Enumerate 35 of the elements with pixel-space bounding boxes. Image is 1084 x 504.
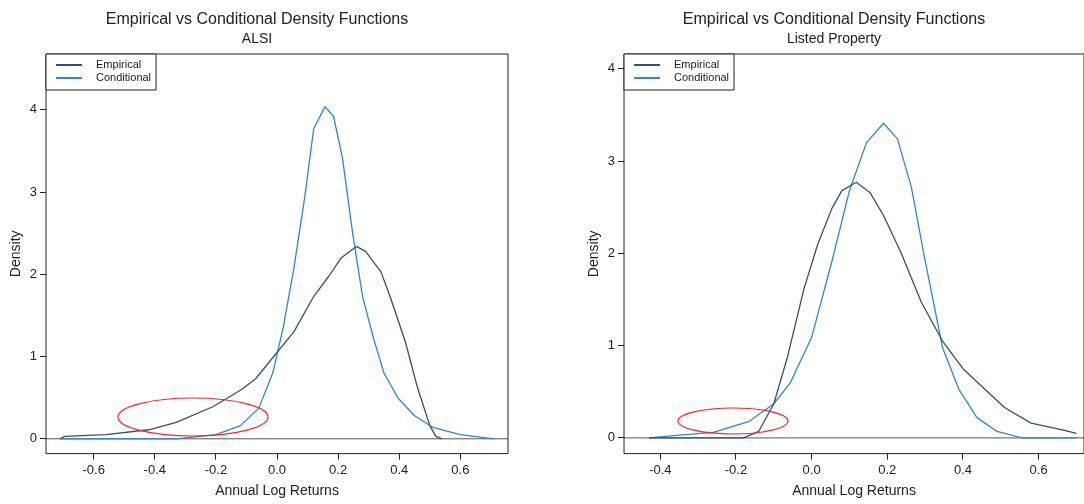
x-tick-label: -0.2	[204, 461, 228, 477]
x-tick-label: -0.6	[82, 461, 105, 477]
x-tick-label: -0.4	[649, 461, 672, 477]
chart-subtitle: Listed Property	[786, 30, 882, 47]
y-tick-label: 1	[607, 337, 616, 353]
x-axis-title: Annual Log Returns	[792, 482, 916, 499]
y-tick-label: 2	[29, 265, 38, 281]
y-axis-title: Density	[7, 230, 24, 278]
legend-label: Empirical	[96, 58, 142, 71]
legend-label: Conditional	[674, 71, 730, 84]
x-tick-label: 0.6	[451, 461, 470, 477]
y-tick-label: 0	[29, 430, 38, 446]
y-tick-label: 2	[607, 244, 616, 260]
x-tick-label: 0.2	[878, 461, 897, 477]
x-tick-label: 0.6	[1029, 461, 1048, 477]
y-tick-label: 4	[607, 60, 616, 76]
y-axis-title: Density	[585, 230, 602, 278]
y-tick-label: 1	[29, 348, 38, 364]
y-tick-label: 4	[29, 101, 38, 117]
x-tick-label: -0.4	[143, 461, 166, 477]
chart-title: Empirical vs Conditional Density Functions	[682, 10, 986, 28]
legend-label: Empirical	[674, 58, 720, 71]
x-tick-label: 0.0	[802, 461, 821, 477]
y-tick-label: 3	[607, 152, 616, 168]
y-tick-label: 0	[607, 429, 616, 445]
x-axis-title: Annual Log Returns	[215, 482, 339, 499]
y-tick-label: 3	[29, 183, 38, 199]
legend-label: Conditional	[96, 71, 152, 84]
chart-title: Empirical vs Conditional Density Functions	[105, 10, 409, 28]
x-tick-label: 0.4	[390, 461, 409, 477]
x-tick-label: 0.2	[329, 461, 348, 477]
chart-subtitle: ALSI	[241, 30, 273, 47]
x-tick-label: 0.0	[267, 461, 287, 477]
x-tick-label: 0.4	[953, 461, 972, 477]
x-tick-label: -0.2	[724, 461, 748, 477]
